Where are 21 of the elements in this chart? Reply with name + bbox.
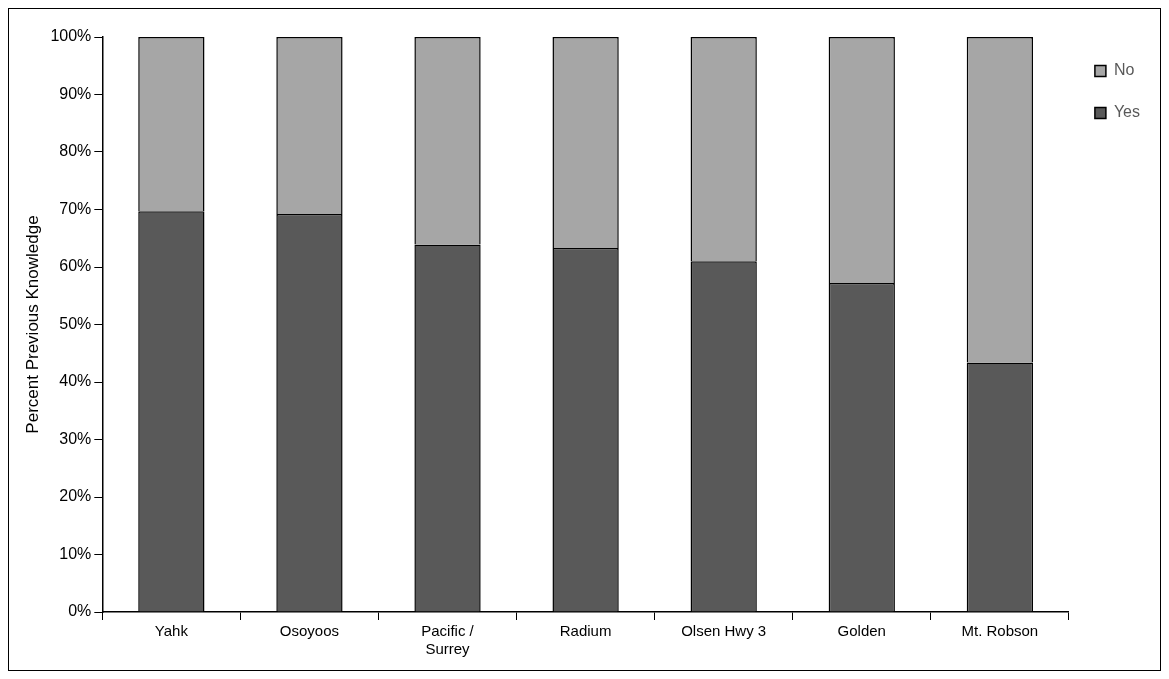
y-tick-label: 0%: [68, 602, 92, 620]
x-tick-label: Olsen Hwy 3: [681, 622, 767, 640]
x-tick-label: Golden: [837, 622, 886, 640]
y-tick-label: 50%: [59, 314, 92, 332]
x-tick-label: Mt. Robson: [961, 622, 1039, 640]
legend-label: No: [1113, 61, 1135, 79]
y-axis-title: Percent Previous Knowledge: [22, 215, 42, 434]
x-tick-label: Osoyoos: [279, 622, 340, 640]
y-tick-label: 40%: [59, 372, 92, 390]
y-tick-label: 30%: [59, 429, 92, 447]
x-tick-label: Radium: [559, 622, 612, 640]
y-tick-label: 60%: [59, 257, 92, 275]
y-tick-label: 100%: [50, 27, 92, 45]
x-tick-label: Yahk: [154, 622, 189, 640]
y-tick-label: 20%: [59, 487, 92, 505]
y-tick-label: 90%: [59, 84, 92, 102]
x-tick-label: Pacific / Surrey: [421, 622, 475, 658]
y-tick-label: 80%: [59, 142, 92, 160]
y-tick-label: 10%: [59, 544, 92, 562]
legend-label: Yes: [1113, 103, 1141, 121]
y-tick-label: 70%: [59, 199, 92, 217]
